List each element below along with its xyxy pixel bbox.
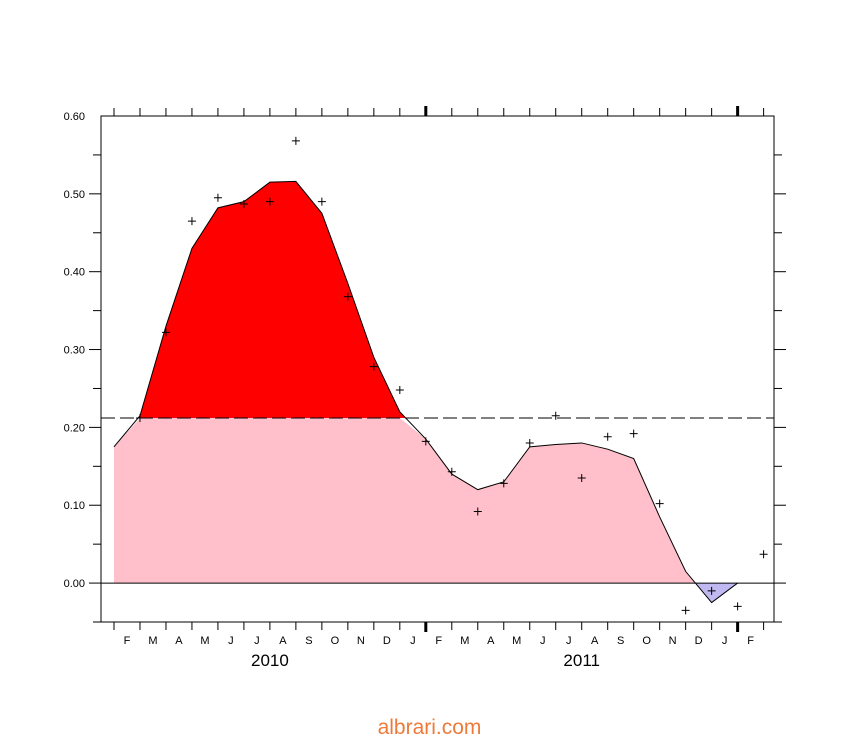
data-point-marker (239, 199, 248, 208)
x-month-label: J (722, 635, 728, 647)
chart-axes: 0.60 0.50 0.40 0.30 0.20 0.10 0.00 F M A M J J A S O N D J… (64, 106, 786, 670)
data-point-marker (603, 432, 612, 441)
data-point-marker (135, 414, 144, 423)
data-point-marker (629, 429, 638, 438)
x-month-label: S (305, 635, 312, 647)
x-month-label: D (383, 635, 391, 647)
negative-area (113, 583, 738, 603)
plot-frame (100, 115, 775, 623)
x-month-label: J (540, 635, 546, 647)
x-month-label: J (228, 635, 234, 647)
x-year-label: 2011 (563, 651, 600, 670)
y-tick-label: 0.20 (64, 422, 85, 434)
data-point-marker (291, 136, 300, 145)
x-month-label: J (566, 635, 572, 647)
y-tick-label: 0.40 (64, 267, 85, 279)
x-month-label: A (487, 635, 495, 647)
data-point-marker (473, 507, 482, 516)
data-point-marker (187, 217, 196, 226)
x-month-label: M (460, 635, 469, 647)
data-point-marker (707, 586, 716, 595)
x-month-label: M (200, 635, 209, 647)
x-year-label: 2010 (251, 651, 289, 670)
y-tick-label: 0.60 (64, 111, 85, 123)
data-point-marker (447, 467, 456, 476)
x-month-label: M (148, 635, 157, 647)
x-month-label: A (175, 635, 183, 647)
x-month-label: M (512, 635, 521, 647)
x-month-label: S (617, 635, 624, 647)
x-month-label: F (124, 635, 131, 647)
data-point-marker (265, 197, 274, 206)
data-point-marker (499, 479, 508, 488)
data-point-marker (577, 473, 586, 482)
chart-markers (135, 136, 768, 615)
data-point-marker (213, 193, 222, 202)
x-month-label: O (642, 635, 651, 647)
data-point-marker (395, 386, 404, 395)
data-point-marker (317, 197, 326, 206)
data-point-marker (681, 606, 690, 615)
x-month-label: F (435, 635, 442, 647)
y-tick-label: 0.00 (64, 578, 85, 590)
data-point-marker (655, 499, 664, 508)
data-point-marker (161, 328, 170, 337)
chart-fills (113, 181, 738, 603)
x-month-label: A (591, 635, 599, 647)
watermark-text: albrari.com (377, 716, 482, 739)
x-month-label: F (747, 635, 754, 647)
x-month-label: J (410, 635, 416, 647)
data-point-marker (759, 550, 768, 559)
y-tick-label: 0.50 (64, 189, 85, 201)
y-tick-label: 0.10 (64, 500, 85, 512)
x-month-label: N (357, 635, 365, 647)
x-month-label: A (279, 635, 287, 647)
data-point-marker (343, 292, 352, 301)
x-month-label: J (254, 635, 260, 647)
x-month-label: N (669, 635, 677, 647)
above-threshold-area (138, 181, 406, 419)
positive-area (113, 418, 738, 584)
x-month-label: O (331, 635, 340, 647)
x-month-label: D (695, 635, 703, 647)
data-point-marker (525, 438, 534, 447)
data-point-marker (733, 602, 742, 611)
data-point-marker (421, 437, 430, 446)
data-point-marker (551, 411, 560, 420)
data-point-marker (369, 362, 378, 371)
y-tick-label: 0.30 (64, 345, 85, 357)
